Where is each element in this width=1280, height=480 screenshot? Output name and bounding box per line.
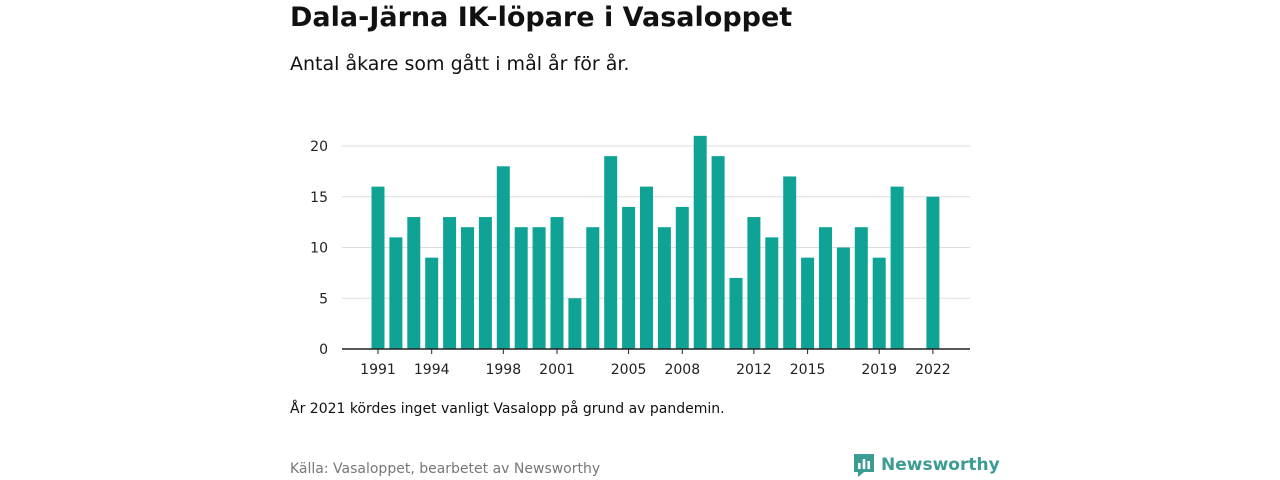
bar-2003 <box>586 227 600 349</box>
chart-title: Dala-Järna IK-löpare i Vasaloppet <box>290 2 793 33</box>
bar-2019 <box>872 257 886 349</box>
y-tick-label: 20 <box>310 139 328 155</box>
bar-2014 <box>783 176 797 349</box>
x-tick-label: 2008 <box>664 362 700 378</box>
bar-1994 <box>425 257 439 349</box>
x-tick-label: 1994 <box>414 362 450 378</box>
bar-2001 <box>550 217 564 349</box>
bar-2000 <box>532 227 546 349</box>
bar-1992 <box>389 237 403 349</box>
newsworthy-logo: Newsworthy <box>853 452 1000 478</box>
bar-2002 <box>568 298 582 349</box>
bar-2004 <box>604 156 618 349</box>
bar-1995 <box>443 217 457 349</box>
y-tick-label: 0 <box>319 342 328 358</box>
x-tick-label: 1991 <box>360 362 396 378</box>
bar-2012 <box>747 217 761 349</box>
bar-1998 <box>496 166 510 349</box>
bar-2015 <box>801 257 815 349</box>
bar-2020 <box>890 186 904 349</box>
bar-chart: 0 5 10 15 20 1991 1994 1998 2001 2005 2008 2012 2015… <box>310 135 970 378</box>
bar-2016 <box>819 227 832 349</box>
bar-1993 <box>407 217 421 349</box>
chart-subtitle: Antal åkare som gått i mål år för år. <box>290 53 630 75</box>
x-tick-label: 1998 <box>485 362 521 378</box>
bar-1999 <box>514 227 528 349</box>
bar-2013 <box>765 237 779 349</box>
bar-2006 <box>640 186 653 349</box>
logo-text: Newsworthy <box>881 455 1000 475</box>
y-tick-label: 10 <box>310 241 328 257</box>
y-tick-label: 5 <box>319 291 328 307</box>
x-tick-label: 2005 <box>611 362 647 378</box>
chart-container: Dala-Järna IK-löpare i Vasaloppet Antal … <box>290 0 1000 480</box>
x-tick-label: 2022 <box>915 362 951 378</box>
x-tick-label: 2015 <box>790 362 826 378</box>
bar-2010 <box>711 156 725 349</box>
newsworthy-logo-icon <box>854 454 874 477</box>
chart-note: År 2021 kördes inget vanligt Vasalopp på… <box>290 401 725 417</box>
bar-2005 <box>622 206 636 349</box>
bar-1991 <box>371 186 385 349</box>
bar-2011 <box>729 277 743 349</box>
bar-2009 <box>693 135 707 349</box>
x-tick-label: 2001 <box>539 362 575 378</box>
bar-2018 <box>854 227 868 349</box>
bar-2022 <box>926 196 940 349</box>
y-tick-label: 15 <box>310 190 328 206</box>
bar-2007 <box>657 227 671 349</box>
x-tick-label: 2019 <box>861 362 897 378</box>
bar-2017 <box>836 247 850 349</box>
bar-1997 <box>478 217 492 349</box>
source-text: Källa: Vasaloppet, bearbetet av Newswort… <box>290 461 601 477</box>
x-tick-label: 2012 <box>736 362 772 378</box>
bar-2008 <box>675 206 689 349</box>
bar-1996 <box>461 227 474 349</box>
